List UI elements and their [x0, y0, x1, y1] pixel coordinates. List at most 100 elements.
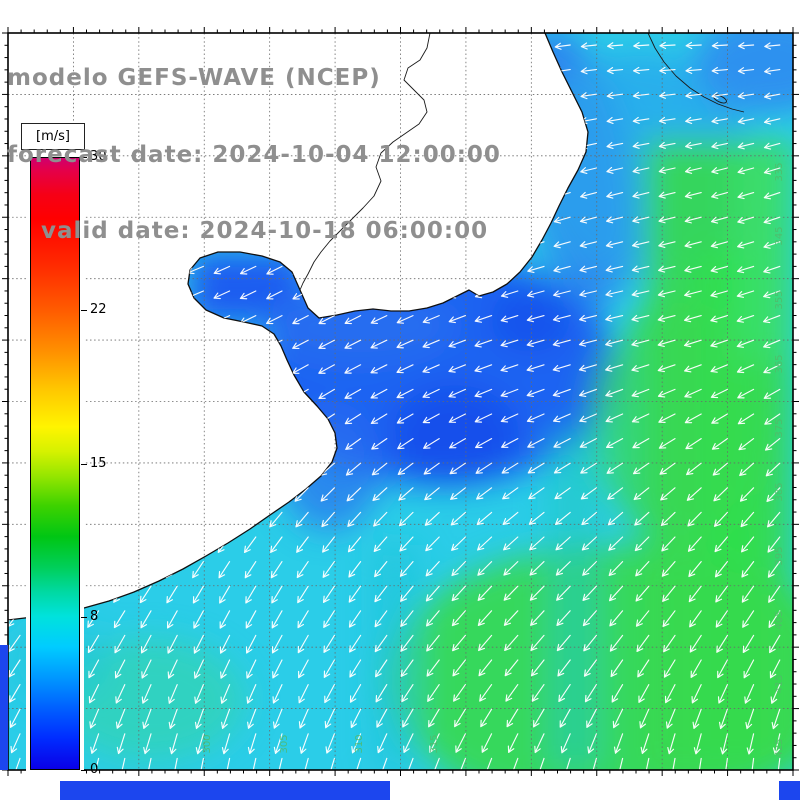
wind-arrow — [533, 708, 545, 728]
wind-arrow — [245, 585, 257, 604]
field-patch — [390, 385, 520, 485]
wind-arrow — [9, 684, 21, 703]
wind-arrow — [274, 757, 283, 780]
wind-arrow — [448, 364, 466, 373]
wind-arrow — [453, 684, 466, 702]
wind-arrow — [187, 91, 204, 99]
wind-arrow — [474, 388, 493, 398]
wind-arrow — [658, 141, 676, 149]
wind-arrow — [134, 91, 152, 99]
wind-arrow — [710, 315, 728, 323]
wind-arrow — [247, 733, 257, 755]
wind-arrow — [239, 315, 257, 325]
wind-arrow — [373, 511, 388, 527]
wind-arrow — [108, 438, 126, 448]
wind-arrow — [221, 733, 231, 755]
wind-arrow — [683, 339, 702, 348]
wind-arrow — [370, 388, 388, 399]
wind-arrow — [298, 684, 309, 704]
contour-label-bottom: 305 — [279, 734, 290, 753]
wind-arrow — [374, 585, 388, 603]
wind-arrow — [615, 757, 624, 780]
bottom-right-strip — [779, 781, 800, 800]
wind-arrow — [737, 142, 755, 150]
wind-arrow — [219, 585, 231, 604]
wind-arrow — [579, 290, 597, 298]
wind-arrow — [635, 610, 650, 627]
lagoon-coastline — [647, 32, 745, 113]
wind-arrow — [500, 364, 519, 373]
wind-arrow — [452, 659, 466, 677]
wind-arrow — [117, 757, 126, 780]
wind-arrow — [763, 117, 781, 125]
wind-arrow — [509, 757, 519, 779]
wind-arrow — [108, 91, 126, 99]
wind-arrow — [423, 192, 440, 201]
wind-arrow — [608, 585, 624, 602]
wind-arrow — [160, 265, 178, 274]
field-patch — [695, 10, 800, 114]
wind-arrow — [763, 339, 781, 349]
wind-arrow — [82, 41, 100, 50]
wind-arrow — [396, 364, 414, 374]
wind-arrow — [580, 67, 597, 75]
wind-arrow — [476, 511, 493, 526]
wind-arrow — [424, 487, 440, 501]
wind-arrow — [764, 438, 781, 451]
wind-arrow — [396, 315, 414, 324]
wind-arrow — [318, 315, 335, 325]
wind-arrow — [552, 388, 571, 397]
wind-arrow — [529, 585, 545, 601]
wind-arrow — [377, 733, 388, 754]
wind-arrow — [56, 42, 73, 50]
wind-arrow — [737, 67, 755, 75]
wind-arrow — [142, 708, 152, 729]
wind-arrow — [582, 585, 597, 601]
wind-arrow — [352, 757, 362, 779]
wind-arrow — [141, 684, 152, 704]
wind-arrow — [245, 610, 257, 629]
wind-arrow — [638, 684, 650, 703]
contour-label-right: 405 — [774, 610, 785, 629]
wind-arrow — [191, 536, 204, 553]
wind-arrow — [397, 43, 414, 51]
field-patch — [372, 545, 420, 770]
wind-arrow — [292, 142, 309, 151]
wind-arrow — [318, 68, 335, 76]
wind-arrow — [553, 241, 571, 249]
wind-arrow — [374, 561, 388, 578]
wind-arrow — [606, 141, 624, 149]
wind-arrow — [609, 634, 624, 652]
wind-arrow — [192, 561, 204, 579]
wind-arrow — [528, 42, 545, 51]
wind-arrow — [450, 487, 466, 500]
wind-arrow — [140, 610, 152, 629]
wind-arrow — [579, 413, 597, 423]
wind-arrow — [660, 487, 676, 501]
wind-arrow — [710, 290, 728, 298]
wind-arrow — [503, 561, 519, 576]
wind-arrow — [553, 216, 571, 224]
wind-arrow — [606, 462, 624, 474]
wind-arrow — [319, 438, 335, 451]
wind-arrow — [449, 216, 466, 225]
wind-arrow — [449, 118, 466, 126]
wind-arrow — [606, 216, 624, 224]
wind-arrow — [482, 757, 493, 779]
wind-arrow — [477, 561, 493, 576]
wind-arrow — [186, 364, 204, 374]
wind-arrow — [684, 413, 702, 424]
wind-arrow — [500, 290, 519, 298]
wind-arrow — [187, 265, 204, 275]
wind-arrow — [292, 265, 309, 275]
wind-arrow — [501, 167, 519, 175]
wind-arrow — [243, 536, 257, 554]
wind-arrow — [456, 757, 466, 779]
wind-arrow — [661, 536, 676, 552]
wind-arrow — [736, 290, 755, 298]
wind-arrow — [631, 413, 650, 423]
wind-arrow — [631, 364, 650, 372]
wind-arrow — [371, 142, 388, 151]
wind-arrow — [717, 659, 728, 679]
wind-arrow — [475, 438, 493, 449]
